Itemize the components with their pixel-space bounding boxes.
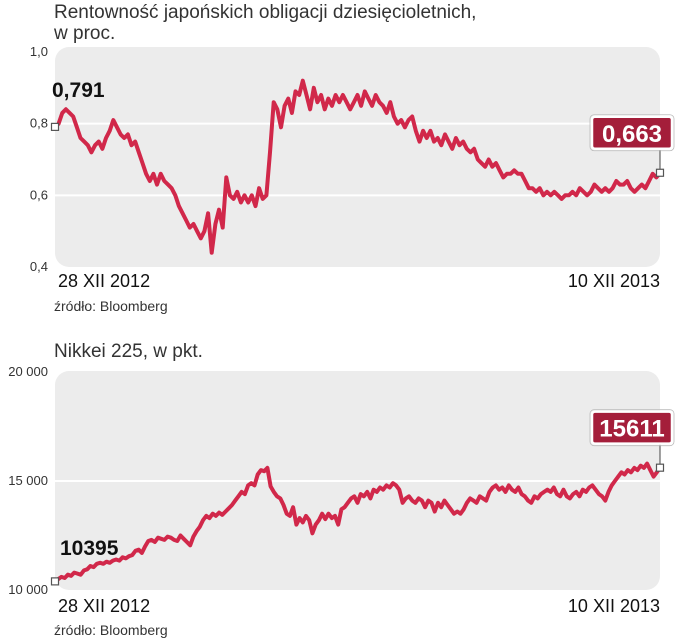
yield-y-tick-label: 0,6: [30, 187, 48, 202]
nikkei-series-line: [53, 461, 662, 584]
yield-chart-title: Rentowność japońskich obligacji dziesięc…: [54, 2, 654, 44]
nikkei-chart-title: Nikkei 225, w pkt.: [54, 341, 203, 362]
nikkei-start-value-label: 10395: [60, 537, 119, 560]
yield-x-start-label: 28 XII 2012: [58, 271, 150, 291]
yield-y-tick-label: 0,8: [30, 116, 48, 131]
nikkei-chart: 20 000 15 000 10 000 10395 15611 28 XII 2012 1…: [8, 364, 675, 616]
yield-start-marker: [50, 122, 60, 131]
yield-y-tick-label: 0,4: [30, 259, 48, 274]
nikkei-x-start-label: 28 XII 2012: [58, 596, 150, 616]
yield-chart-subtitle: w proc.: [54, 23, 116, 44]
yield-y-tick-label: 1,0: [30, 44, 48, 59]
nikkei-end-badge-outline: [589, 409, 675, 447]
nikkei-y-tick-label: 15 000: [8, 473, 48, 488]
yield-chart-source: źródło: Bloomberg: [54, 298, 168, 314]
yield-chart: 1,0 0,8 0,6 0,4 0,791 0,663 28 XII 2012 10 XII …: [30, 44, 675, 291]
nikkei-y-tick-label: 10 000: [8, 582, 48, 597]
nikkei-x-end-label: 10 XII 2013: [568, 596, 660, 616]
yield-end-badge-outline: [589, 114, 675, 152]
yield-end-value-label: 0,663: [602, 121, 662, 148]
nikkei-end-badge: [590, 410, 674, 445]
nikkei-end-value-label: 15611: [599, 416, 664, 443]
nikkei-chart-source: źródło: Bloomberg: [54, 622, 168, 638]
yield-plot-area: [55, 47, 660, 267]
yield-end-badge: [590, 115, 674, 151]
yield-start-value-label: 0,791: [52, 79, 105, 102]
nikkei-y-tick-label: 20 000: [8, 364, 48, 379]
yield-chart-title-text: Rentowność japońskich obligacji dziesięc…: [54, 2, 477, 23]
yield-x-end-label: 10 XII 2013: [568, 271, 660, 291]
yield-series-line: [53, 78, 662, 255]
yield-end-marker: [655, 168, 665, 177]
nikkei-end-marker: [655, 463, 665, 472]
nikkei-start-marker: [50, 577, 60, 586]
